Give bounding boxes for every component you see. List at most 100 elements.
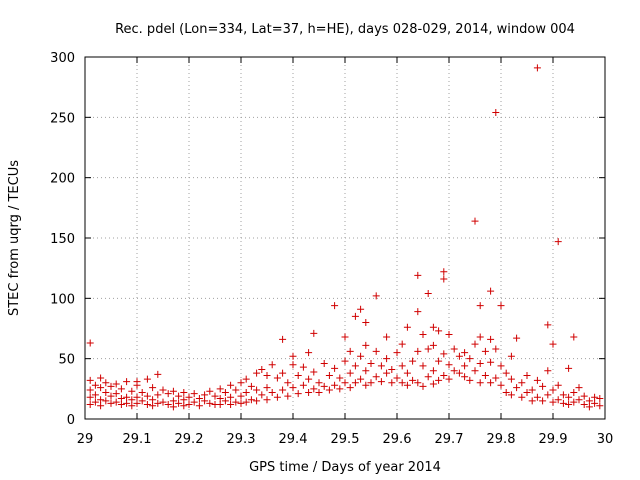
data-point [518,393,526,401]
data-point [91,398,99,406]
y-tick-label: 200 [50,172,75,187]
data-point [440,350,448,358]
data-point [528,386,536,394]
data-point [455,369,463,377]
data-point [247,382,255,390]
data-point [97,402,105,410]
data-point [232,386,240,394]
data-point [518,379,526,387]
data-point [591,399,599,407]
data-point [341,357,349,365]
data-point [242,388,250,396]
data-point [377,362,385,370]
data-point [294,372,302,380]
data-point [461,349,469,357]
data-point [289,361,297,369]
data-point [102,379,110,387]
data-point [440,275,448,283]
data-point [440,268,448,276]
y-tick-label: 0 [67,413,75,428]
data-point [362,341,370,349]
data-point [497,302,505,310]
data-point [492,374,500,382]
data-point [533,393,541,401]
data-point [237,392,245,400]
data-point [513,384,521,392]
data-point [554,238,562,246]
data-point [169,387,177,395]
data-point [315,388,323,396]
data-point [346,384,354,392]
data-point [169,397,177,405]
data-point [403,369,411,377]
data-point [305,388,313,396]
data-point [227,393,235,401]
data-point [523,372,531,380]
data-point [549,398,557,406]
data-point [91,391,99,399]
data-point [357,305,365,313]
data-point [149,384,157,392]
data-point [533,64,541,72]
data-point [398,379,406,387]
data-point [476,302,484,310]
data-point [242,375,250,383]
data-point [554,381,562,389]
data-point [112,390,120,398]
x-axis-label: GPS time / Days of year 2014 [249,460,441,475]
data-point [429,323,437,331]
data-point [102,397,110,405]
data-point [336,385,344,393]
x-axis-ticks: 29 29.1 29.2 29.3 29.4 29.5 29.6 29.7 29.8 29.9 30 [77,57,613,447]
data-point [128,402,136,410]
data-point [284,392,292,400]
data-point [513,334,521,342]
data-point [372,292,380,300]
x-tick-label: 29.7 [435,432,464,447]
data-point [221,388,229,396]
data-point [86,393,94,401]
data-point [138,388,146,396]
data-point [487,287,495,295]
data-point [107,399,115,407]
data-point [471,367,479,375]
data-point [310,329,318,337]
data-point [575,384,583,392]
data-point [476,333,484,341]
data-point [455,352,463,360]
chart-title: Rec. pdel (Lon=334, Lat=37, h=HE), days … [115,22,575,37]
grid-lines [85,57,605,419]
data-point [481,372,489,380]
data-point [117,394,125,402]
data-point [299,381,307,389]
data-point [123,399,131,407]
data-point [128,396,136,404]
data-point [195,394,203,402]
data-point [221,397,229,405]
data-point [175,392,183,400]
data-point [414,347,422,355]
data-point [570,398,578,406]
data-point [237,399,245,407]
data-point [86,376,94,384]
data-point [362,367,370,375]
data-point [362,318,370,326]
data-point [435,357,443,365]
data-point [580,401,588,409]
data-point [450,345,458,353]
data-point [159,398,167,406]
y-axis-label: STEC from uqrg / TECUs [7,160,22,316]
data-point [539,382,547,390]
data-point [549,340,557,348]
data-point [336,374,344,382]
data-point [565,364,573,372]
data-point [258,366,266,374]
data-point [315,379,323,387]
data-point [232,398,240,406]
data-point [154,391,162,399]
data-point [544,321,552,329]
data-point [554,396,562,404]
data-point [143,392,151,400]
data-point [565,401,573,409]
data-point [507,375,515,383]
